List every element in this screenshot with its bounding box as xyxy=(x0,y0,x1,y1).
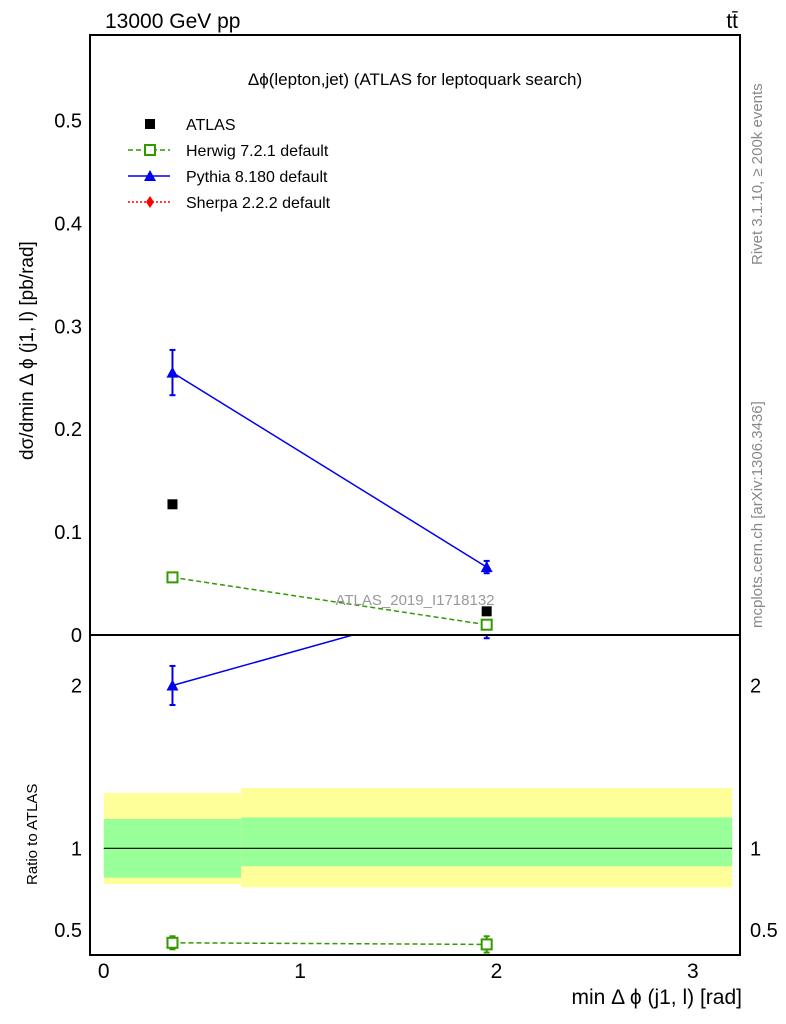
legend-marker xyxy=(146,196,154,208)
ratio-y-tick-label-right: 1 xyxy=(750,838,761,860)
x-tick-label: 1 xyxy=(294,960,306,983)
series-line-2 xyxy=(172,371,488,568)
legend-marker xyxy=(144,144,156,156)
main-title: Δϕ(lepton,jet) (ATLAS for leptoquark sea… xyxy=(248,70,582,89)
ratio-y-tick-label: 1 xyxy=(71,838,82,860)
rivet-label: Rivet 3.1.10, ≥ 200k events xyxy=(749,83,766,265)
legend-marker xyxy=(144,170,156,181)
legend-label: ATLAS xyxy=(186,117,236,134)
legend-marker xyxy=(145,119,155,129)
mcplots-label: mcplots.cern.ch [arXiv:1306.3436] xyxy=(749,401,766,628)
data-point xyxy=(166,366,179,378)
ratio-frame xyxy=(89,634,741,956)
series-line-1 xyxy=(172,635,356,687)
y-tick-label: 0.1 xyxy=(54,522,82,544)
ratio-marks xyxy=(166,635,493,954)
ratio-y-tick-label: 2 xyxy=(71,675,82,697)
data-point xyxy=(167,499,178,510)
energy-label: 13000 GeV pp xyxy=(105,10,240,33)
data-point xyxy=(480,561,493,573)
ratio-y-tick-label-right: 0.5 xyxy=(750,920,778,942)
axes: 0 1 2 3 0 0.1 0.2 0.3 0.4 0.5 0.5 0.5 1 1 2 2 xyxy=(54,34,778,983)
main-marks xyxy=(166,348,493,631)
y-tick-label: 0.4 xyxy=(54,213,82,235)
analysis-watermark: ATLAS_2019_I1718132 xyxy=(335,592,494,609)
data-point xyxy=(166,571,179,584)
y-tick-label: 0.2 xyxy=(54,419,82,441)
green-band xyxy=(241,817,733,867)
ratio-y-axis-label: Ratio to ATLAS xyxy=(24,784,41,885)
x-tick-label: 3 xyxy=(687,960,699,983)
data-point xyxy=(166,679,179,691)
ratio-bands xyxy=(103,788,733,888)
y-tick-label: 0 xyxy=(71,625,82,647)
x-tick-label: 2 xyxy=(491,960,503,983)
legend-label: Sherpa 2.2.2 default xyxy=(186,195,331,212)
data-point xyxy=(166,936,179,949)
x-tick-label: 0 xyxy=(98,960,110,983)
series-line-1 xyxy=(172,576,487,626)
main-y-axis-label: dσ/dmin Δ ϕ (j1, l) [pb/rad] xyxy=(17,241,38,460)
y-tick-label: 0.5 xyxy=(54,110,82,132)
legend: ATLAS Herwig 7.2.1 default Pythia 8.180 de… xyxy=(128,117,331,212)
data-point xyxy=(480,938,493,951)
x-axis-label: min Δ ϕ (j1, l) [rad] xyxy=(572,986,743,1009)
ratio-y-tick-label: 0.5 xyxy=(54,920,82,942)
legend-label: Pythia 8.180 default xyxy=(186,169,328,186)
process-label: tt̄ xyxy=(726,10,738,33)
y-tick-label: 0.3 xyxy=(54,316,82,338)
series-line-0 xyxy=(172,942,487,946)
data-point xyxy=(481,606,492,617)
ratio-y-tick-label-right: 2 xyxy=(750,675,761,697)
data-point xyxy=(480,618,493,631)
legend-label: Herwig 7.2.1 default xyxy=(186,143,329,160)
